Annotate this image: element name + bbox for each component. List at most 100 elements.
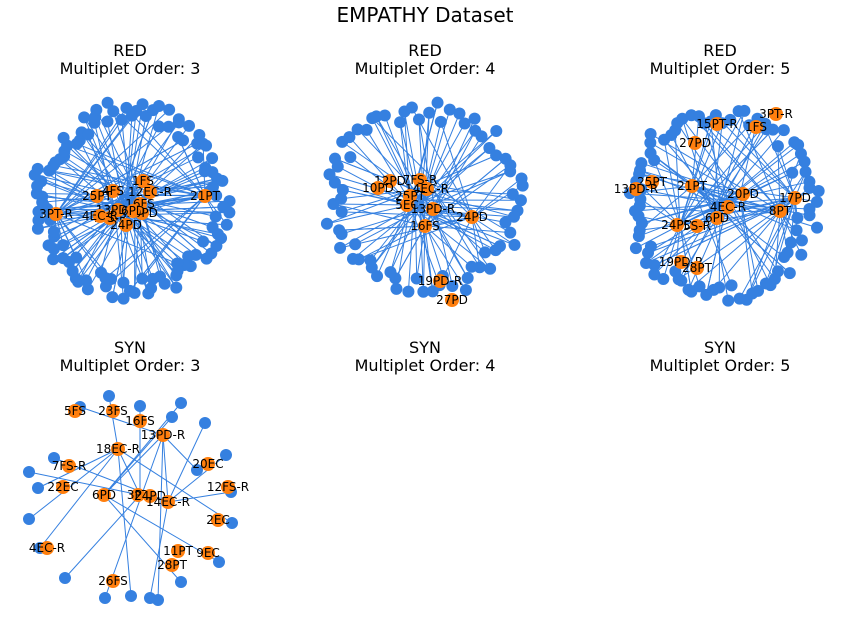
node-label: 6PD — [705, 211, 729, 225]
leaf-node — [172, 116, 185, 129]
hub-node — [670, 218, 684, 232]
leaf-node — [676, 112, 689, 125]
edge — [419, 121, 442, 211]
edge — [429, 184, 453, 287]
edge — [55, 178, 218, 215]
hub-node — [111, 203, 125, 217]
edge — [162, 434, 169, 503]
edge — [36, 193, 116, 211]
hub-node — [62, 459, 76, 473]
edge — [341, 211, 473, 218]
node-label: 4FS — [102, 184, 124, 198]
panel-title-line1: RED — [113, 41, 147, 60]
node-label: 11PT — [163, 544, 194, 558]
leaf-node — [81, 283, 94, 296]
hub-node — [143, 489, 157, 503]
node-label: 3PT-R — [39, 207, 73, 221]
leaf-node — [66, 265, 79, 278]
panel-title-line2: Multiplet Order: 5 — [650, 356, 791, 375]
node-label: 22EC — [47, 480, 78, 494]
leaf-node — [635, 157, 648, 170]
node-label: 9EC — [196, 546, 220, 560]
edge — [429, 184, 511, 234]
hub-node — [111, 442, 125, 456]
leaf-node — [423, 106, 436, 119]
leaf-node — [364, 254, 377, 267]
edge — [64, 150, 136, 191]
node-label: 12EC-R — [128, 185, 172, 199]
leaf-node — [426, 285, 439, 298]
hub-node — [773, 204, 787, 218]
edge — [394, 225, 426, 279]
leaf-node — [795, 248, 808, 261]
panel-title-line2: Multiplet Order: 3 — [60, 59, 201, 78]
panel-title-line2: Multiplet Order: 4 — [355, 356, 496, 375]
leaf-node — [220, 218, 233, 231]
leaf-node — [417, 285, 430, 298]
leaf-node — [323, 168, 336, 181]
edge — [779, 153, 802, 212]
edge — [39, 448, 119, 549]
edge — [713, 210, 781, 291]
leaf-node — [402, 285, 415, 298]
leaf-node — [657, 273, 670, 286]
edge — [358, 225, 426, 260]
figure-title: EMPATHY Dataset — [337, 3, 514, 27]
edge — [28, 448, 119, 520]
edge — [711, 128, 767, 213]
leaf-node — [360, 123, 373, 136]
edge — [339, 216, 473, 249]
leaf-node — [334, 241, 347, 254]
node-label: 1FS — [132, 174, 154, 188]
node-label: 17PD — [779, 191, 811, 205]
leaf-node — [648, 268, 661, 281]
edge — [424, 164, 511, 227]
edge — [654, 197, 796, 266]
panel-title-line2: Multiplet Order: 5 — [650, 59, 791, 78]
hub-node — [106, 574, 120, 588]
node-label: 18EC-R — [96, 442, 140, 456]
leaf-node — [783, 267, 796, 280]
edge — [119, 180, 223, 196]
leaf-node — [759, 277, 772, 290]
hub-node — [49, 207, 63, 221]
edge — [55, 109, 170, 215]
edge — [333, 203, 411, 206]
node-label: 20EC — [192, 457, 223, 471]
hub-node — [40, 541, 54, 555]
leaf-node — [644, 136, 657, 149]
leaf-node — [175, 576, 187, 588]
leaf-node — [516, 179, 529, 192]
node-label: 24PD — [456, 210, 488, 224]
leaf-node — [78, 111, 91, 124]
node-label: 23FS — [98, 404, 128, 418]
edge — [103, 494, 220, 563]
hub-node — [371, 181, 385, 195]
leaf-node — [634, 193, 647, 206]
leaf-node — [786, 166, 799, 179]
edge — [471, 216, 481, 268]
node-label: 28PT — [157, 558, 188, 572]
edge — [705, 199, 729, 295]
leaf-node — [170, 269, 183, 282]
leaf-node — [434, 115, 447, 128]
node-label: 6PD — [92, 488, 116, 502]
edge — [409, 170, 511, 206]
leaf-node — [459, 283, 472, 296]
leaf-node — [725, 279, 738, 292]
leaf-node — [507, 210, 520, 223]
hub-node — [143, 185, 157, 199]
leaf-node — [197, 235, 210, 248]
node-label: 24PD — [134, 489, 166, 503]
leaf-node — [152, 99, 165, 112]
edge — [715, 114, 796, 199]
node-label: 12FS-R — [207, 480, 249, 494]
leaf-node — [223, 206, 236, 219]
hub-node — [710, 117, 724, 131]
leaf-node — [489, 244, 502, 257]
leaf-node — [504, 165, 517, 178]
leaf-node — [644, 240, 657, 253]
edge — [746, 197, 796, 301]
